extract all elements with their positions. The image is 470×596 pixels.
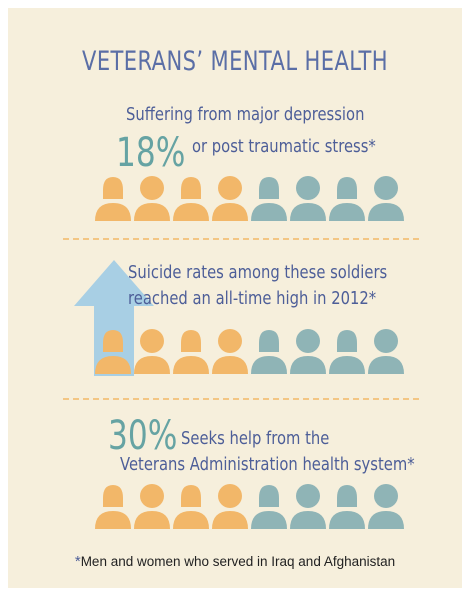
male-icon (134, 176, 170, 221)
footnote-asterisk: * (74, 553, 81, 570)
female-icon (95, 177, 131, 221)
section3-line1: Seeks help from the (181, 428, 330, 449)
female-icon (95, 485, 131, 529)
female-icon (329, 485, 365, 529)
male-icon (134, 484, 170, 529)
up-arrow-icon (74, 260, 154, 376)
section2-line2-wrap: reached an all-time high in 2012* (128, 288, 376, 309)
page-title: VETERANS’ MENTAL HEALTH (82, 46, 388, 77)
section3-percent: 30% (108, 413, 178, 459)
section1-line2: or post traumatic stress (192, 136, 369, 157)
section1-percent: 18% (116, 130, 186, 176)
section2-line2: reached an all-time high in 2012 (128, 288, 369, 309)
male-icon (368, 176, 404, 221)
section1-line1: Suffering from major depression (126, 104, 365, 125)
people-icons (95, 484, 404, 529)
people-icons (95, 329, 404, 374)
people-row-2 (8, 328, 462, 378)
male-icon (212, 176, 248, 221)
male-icon (212, 484, 248, 529)
section3-asterisk: * (407, 454, 415, 475)
male-icon (368, 484, 404, 529)
section-divider (63, 398, 419, 400)
male-icon (134, 329, 170, 374)
section1-asterisk: * (368, 136, 376, 157)
female-icon (173, 177, 209, 221)
section3-line2-wrap: Veterans Administration health system* (120, 454, 415, 475)
female-icon (173, 330, 209, 374)
male-icon (368, 329, 404, 374)
footnote: *Men and women who served in Iraq and Af… (8, 553, 462, 570)
section1-line2-wrap: or post traumatic stress* (192, 136, 376, 157)
section2-asterisk: * (368, 288, 377, 309)
section3-line2: Veterans Administration health system (120, 454, 408, 475)
male-icon (290, 329, 326, 374)
male-icon (290, 176, 326, 221)
female-icon (173, 485, 209, 529)
people-row-3 (8, 483, 462, 533)
female-icon (251, 330, 287, 374)
female-icon (251, 485, 287, 529)
infographic-card: VETERANS’ MENTAL HEALTH Suffering from m… (8, 8, 462, 588)
male-icon (212, 329, 248, 374)
people-icons (95, 176, 404, 221)
male-icon (290, 484, 326, 529)
people-row-1 (8, 175, 462, 225)
female-icon (329, 330, 365, 374)
section2-line1: Suicide rates among these soldiers (128, 262, 388, 283)
female-icon (251, 177, 287, 221)
female-icon (329, 177, 365, 221)
footnote-text: Men and women who served in Iraq and Afg… (80, 554, 396, 569)
section-divider (63, 238, 419, 240)
female-icon (95, 330, 131, 374)
